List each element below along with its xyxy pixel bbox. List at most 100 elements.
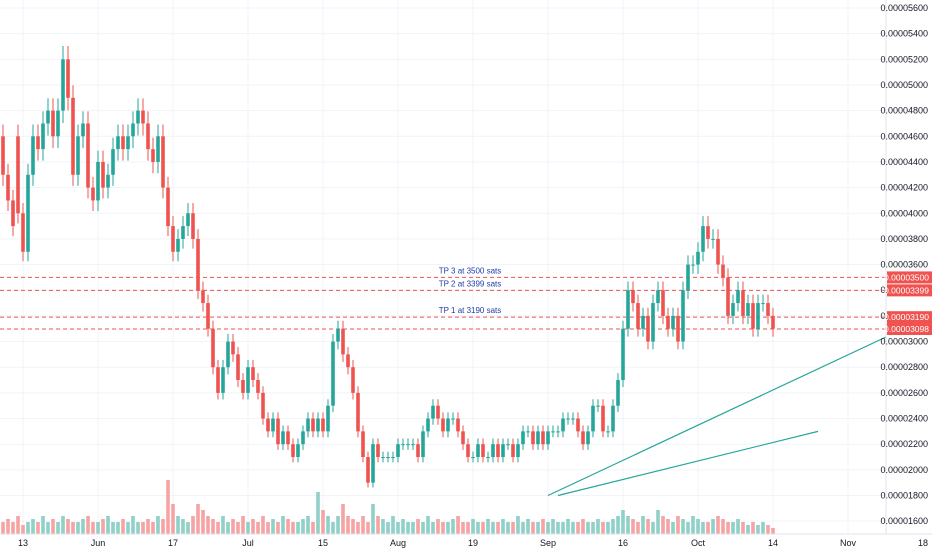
candle-body [91,187,95,201]
volume-bar [561,522,565,534]
y-tick-label: 0.00003800 [880,234,928,244]
volume-bar [241,516,245,534]
candle-body [191,213,195,239]
candle-body [366,457,370,483]
volume-bar [611,519,615,534]
volume-bar [706,522,710,534]
candle-body [36,136,40,150]
candle-body [61,59,65,111]
candle-body [276,418,280,445]
volume-bar [761,522,765,534]
volume-bar [606,522,610,534]
candle-body [381,457,385,459]
volume-bar [451,519,455,534]
price-level-badges: 0.00003500 0.00003399 0.00003190 0.00003098 [884,271,932,335]
candle-body [26,174,30,252]
trendline [557,430,819,497]
candle-body [721,264,725,278]
candle-body [281,431,285,445]
candle-body [66,59,70,98]
x-tick-label: 15 [318,538,328,548]
candle-body [506,444,510,446]
volume-bar [136,522,140,534]
volume-bar [361,516,365,534]
volume-bar [601,522,605,534]
candle-body [451,418,455,420]
candle-body [546,431,550,445]
volume-bar [36,522,40,534]
candle-body [136,110,140,124]
volume-bar [41,516,45,534]
candle-body [236,354,240,381]
volume-bar [581,519,585,534]
candle-body [516,444,520,458]
candle-body [436,405,440,419]
candle-body [611,405,615,432]
volume-bar [466,522,470,534]
candle-body [671,315,675,329]
volume-bar [271,519,275,534]
volume-bar [406,522,410,534]
candle-body [101,161,105,188]
volume-bar [641,516,645,534]
candle-body [16,136,20,214]
candle-body [411,444,415,446]
candle-body [756,303,760,329]
volume-bar [511,522,515,534]
candle-body [126,136,130,150]
candle-body [691,264,695,266]
volume-bar [326,516,330,534]
y-tick-label: 0.00005400 [880,29,928,39]
candle-body [716,238,720,265]
candle-body [581,431,585,445]
x-tick-label: 16 [618,538,628,548]
y-tick-label: 0.00002800 [880,362,928,372]
candle-body [576,418,580,432]
volume-bar [26,522,30,534]
y-tick-label: 0.00004000 [880,208,928,218]
volume-bar [646,519,650,534]
candle-body [171,226,175,252]
volume-bar [431,522,435,534]
volume-bar [261,516,265,534]
candle-body [416,444,420,458]
volume-bar [236,522,240,534]
y-tick-label: 0.00003000 [880,337,928,347]
x-tick-label: Jul [242,538,254,548]
price-level-label: TP 2 at 3399 sats [439,279,502,288]
price-badge-label: 0.00003399 [884,285,929,295]
volume-bar [11,522,15,534]
y-tick-label: 0.00005600 [880,3,928,13]
volume-bar [691,516,695,534]
candle-body [531,431,535,445]
candle-body [441,418,445,432]
volume-bar [656,510,660,534]
volume-bar [441,522,445,534]
candle-body [21,213,25,252]
volume-bar [401,519,405,534]
volume-bar [716,516,720,534]
volume-bar [741,522,745,534]
candle-body [96,161,100,201]
volume-bar [726,522,730,534]
volume-bar [146,519,150,534]
candle-body [346,354,350,368]
volume-bar [631,519,635,534]
candle-body [746,303,750,316]
volume-bar [31,519,35,534]
volume-bar [201,510,205,534]
volume-bar [211,519,215,534]
candle-body [461,431,465,445]
price-badge-label: 0.00003098 [884,324,929,334]
volume-bar [156,516,160,534]
candle-body [161,136,165,188]
candle-body [31,136,35,175]
volume-bar [736,519,740,534]
volume-bar [416,519,420,534]
price-badge-label: 0.00003190 [884,312,929,322]
candle-body [726,277,730,316]
candle-body [646,315,650,342]
candle-body [371,444,375,483]
candle-body [86,123,90,188]
